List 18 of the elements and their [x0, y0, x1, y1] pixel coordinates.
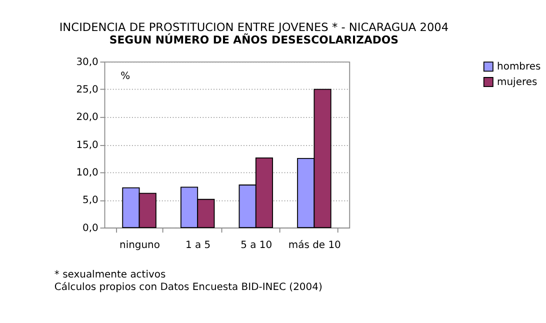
legend-label: hombres [497, 61, 541, 72]
y-tick-label: 15,0 [76, 140, 98, 151]
y-tick-label: 30,0 [76, 56, 98, 68]
y-tick-label: 25,0 [76, 84, 98, 96]
y-tick-label: 0,0 [82, 222, 98, 234]
legend-label: mujeres [497, 76, 538, 88]
text: Cálculos propios con Datos Encuesta BID-INEC (2004) [54, 282, 322, 294]
y-axis-title: % [120, 70, 130, 82]
x-tick-label: 1 a 5 [185, 240, 211, 252]
x-tick-label: 5 a 10 [240, 240, 272, 252]
chart-title: INCIDENCIA DE PROSTITUCION ENTRE JOVENES * - NICARAGUA 2004 [59, 20, 449, 34]
y-tick-label: 10,0 [76, 167, 98, 178]
text: * sexualmente activos [54, 269, 166, 280]
chart-subtitle: SEGUN NÚMERO DE AÑOS DESESCOLARIZADOS [109, 32, 399, 46]
x-tick-label: ninguno [119, 240, 160, 252]
y-tick-label: 20,0 [76, 112, 98, 124]
x-tick-label: más de 10 [288, 240, 341, 252]
y-tick-label: 5,0 [82, 195, 98, 206]
